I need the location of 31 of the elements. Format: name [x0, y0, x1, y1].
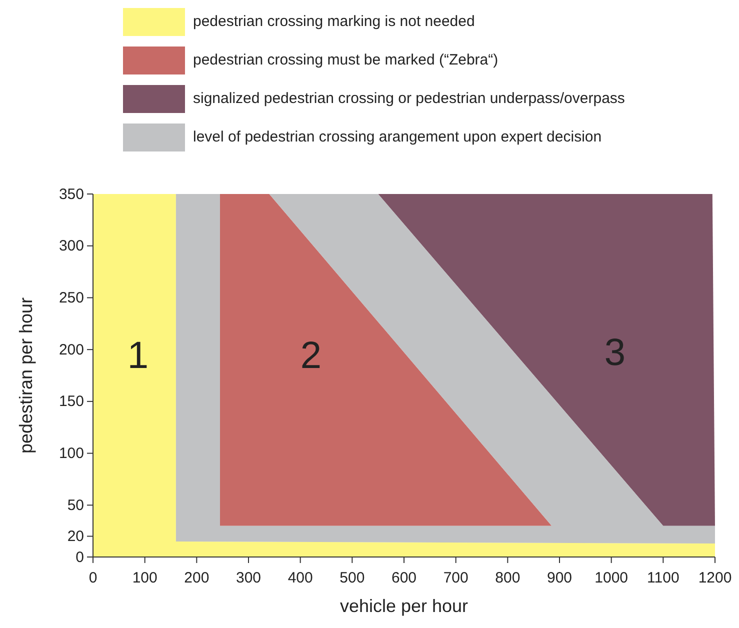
x-tick-label: 400	[288, 570, 313, 586]
y-tick-label: 350	[58, 186, 84, 203]
x-tick-label: 0	[88, 570, 98, 586]
x-tick-label: 900	[546, 570, 572, 586]
x-axis-title: vehicle per hour	[340, 596, 468, 616]
legend-label: pedestrian crossing marking is not needed	[193, 12, 475, 30]
y-tick-label: 250	[58, 290, 84, 307]
x-tick-label: 700	[443, 570, 468, 586]
annotation: 2	[300, 335, 322, 378]
annotation: 1	[127, 335, 149, 378]
legend-label: level of pedestrian crossing arangement upon expert decision	[193, 128, 602, 146]
x-tick-label: 100	[132, 570, 158, 586]
y-tick-label: 50	[67, 496, 84, 514]
legend-label: pedestrian crossing must be marked (“Zebra“)	[193, 51, 498, 68]
legend-label: signalized pedestrian crossing or pedestrian underpass/overpass	[193, 90, 625, 107]
annotation: 3	[604, 332, 626, 374]
x-tick-label: 600	[391, 570, 417, 586]
y-tick-label: 300	[58, 238, 84, 255]
x-tick-label: 500	[340, 570, 365, 586]
y-tick-label: 100	[58, 445, 84, 462]
y-tick-label: 0	[76, 548, 84, 566]
x-tick-label: 1200	[698, 570, 732, 586]
y-tick-label: 20	[67, 528, 84, 546]
y-tick-label: 200	[58, 341, 84, 358]
y-axis-title: pedestiran per hour	[16, 297, 36, 454]
y-tick-label: 150	[58, 393, 84, 410]
x-tick-label: 1000	[594, 570, 628, 586]
x-tick-label: 1100	[647, 570, 680, 586]
x-tick-label: 800	[495, 570, 520, 586]
x-tick-label: 200	[184, 570, 210, 586]
x-tick-label: 300	[236, 570, 262, 586]
